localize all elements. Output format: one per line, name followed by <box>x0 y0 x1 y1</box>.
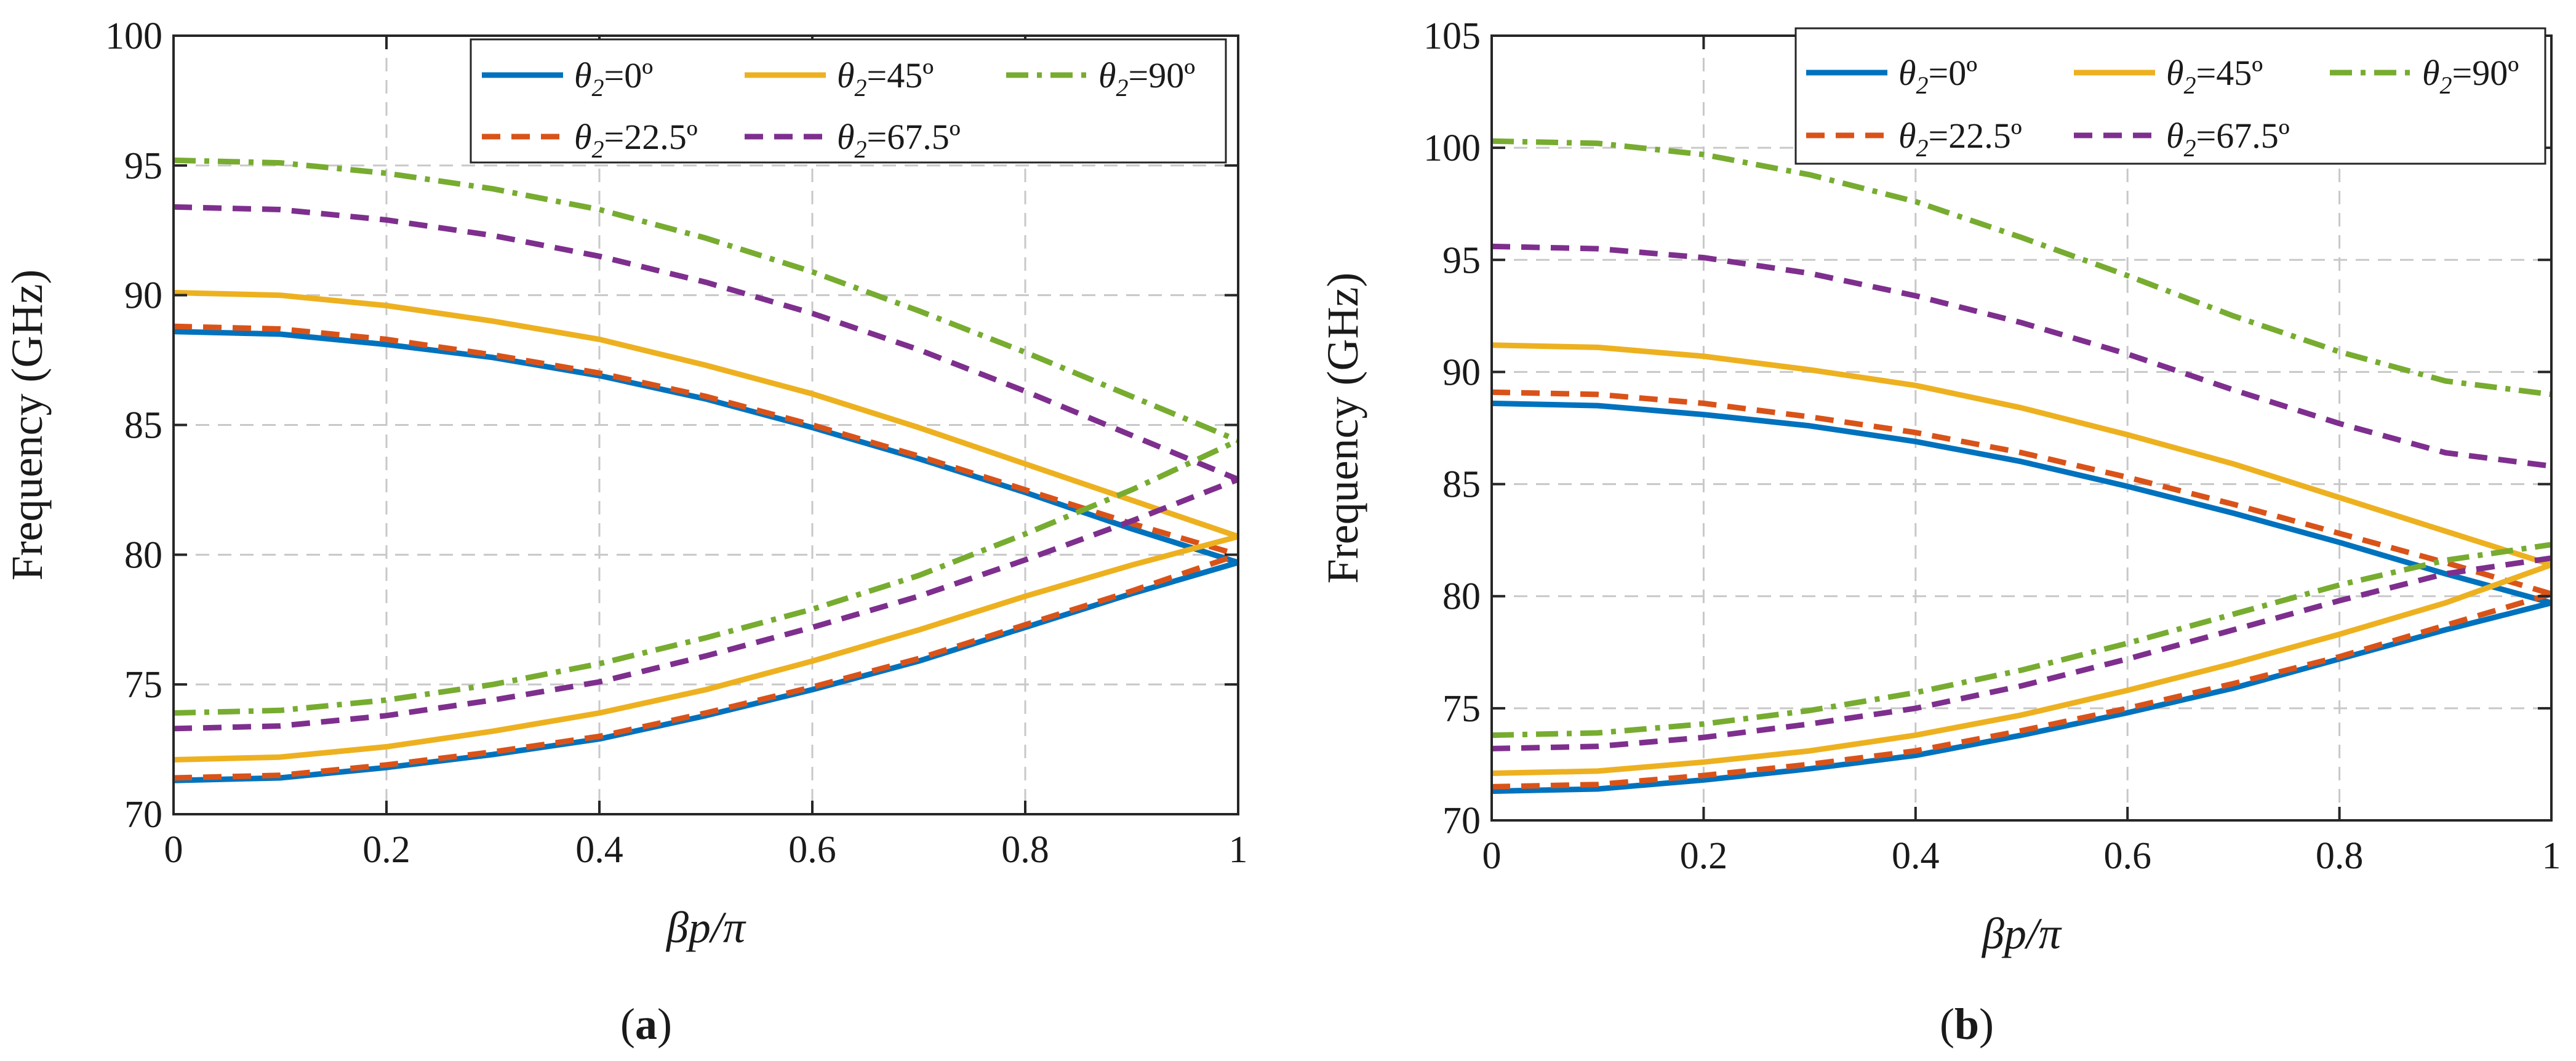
series-line-0-upper <box>1491 400 2553 606</box>
legend-box <box>470 38 1227 164</box>
x-tick-label: 0.6 <box>2103 835 2151 877</box>
y-axis-label: Frequency (GHz) <box>1318 273 1367 584</box>
legend-label: θ2=67.5º <box>837 117 961 163</box>
x-tick-label: 0.4 <box>575 829 623 871</box>
y-axis-label: Frequency (GHz) <box>2 270 52 581</box>
series-line-90-lower <box>1491 542 2552 739</box>
x-axis-label: βp/π <box>1981 909 2062 958</box>
y-tick-label: 80 <box>124 534 162 576</box>
legend-item: θ2=45º <box>745 55 934 102</box>
series-line-90-lower <box>173 438 1239 716</box>
legend-item: θ2=67.5º <box>2074 116 2290 162</box>
x-tick-label: 0.4 <box>1892 835 1940 877</box>
y-tick-label: 100 <box>105 15 162 57</box>
x-tick-label: 0.8 <box>2316 835 2364 877</box>
y-tick-label: 95 <box>124 145 162 187</box>
chart-panel-a: 0 0.2 0.4 0.6 0.8 1 70 75 80 85 90 95 100 βp/π Frequen… <box>2 15 1248 1049</box>
x-axis-label: βp/π <box>665 903 746 952</box>
legend-item: θ2=45º <box>2074 53 2263 99</box>
legend-label: θ2=22.5º <box>574 117 698 163</box>
legend-item: θ2=90º <box>1006 55 1195 102</box>
series-line-22.5-upper <box>1491 389 2553 597</box>
y-tick-label: 80 <box>1442 576 1481 618</box>
legend: θ2=0º θ2=45º θ2=90º θ2=22.5º θ2=67.5º <box>1794 27 2546 165</box>
series-line-45-upper <box>1491 342 2553 567</box>
series-line-22.5-lower <box>1491 591 2553 790</box>
legend-item: θ2=0º <box>482 55 653 102</box>
x-tick-label: 0 <box>164 829 183 871</box>
legend-label: θ2=0º <box>574 55 653 102</box>
legend-label: θ2=0º <box>1898 53 1977 99</box>
y-tick-label: 100 <box>1423 127 1481 169</box>
y-tick-label: 70 <box>1442 800 1481 842</box>
x-tick-label: 1 <box>2542 835 2561 877</box>
x-tick-label: 1 <box>1229 829 1248 871</box>
series-line-0-lower <box>173 559 1239 783</box>
series-line-45-upper <box>173 290 1239 540</box>
y-tick-label: 90 <box>124 275 162 317</box>
x-tick-label: 0.6 <box>788 829 836 871</box>
series-line-67.5-upper <box>1491 243 2552 469</box>
y-tick-label: 85 <box>1442 464 1481 506</box>
legend-item: θ2=22.5º <box>1806 116 2022 162</box>
legend-label: θ2=67.5º <box>2166 116 2290 162</box>
panel-caption: (b) <box>1940 999 1994 1049</box>
legend-label: θ2=45º <box>837 55 934 102</box>
legend-item: θ2=90º <box>2330 53 2519 99</box>
y-tick-label: 75 <box>1442 688 1481 730</box>
y-tick-label: 95 <box>1442 239 1481 281</box>
y-tick-label: 75 <box>124 664 162 706</box>
y-tick-label: 85 <box>124 405 162 447</box>
series-line-22.5-lower <box>173 552 1239 781</box>
x-tick-label: 0.2 <box>1680 835 1728 877</box>
legend-label: θ2=22.5º <box>1898 116 2022 162</box>
series-line-45-lower <box>173 534 1239 763</box>
legend-label: θ2=90º <box>2422 53 2519 99</box>
panel-caption: (a) <box>620 999 672 1049</box>
series-line-67.5-lower <box>173 476 1239 732</box>
x-tick-label: 0 <box>1482 835 1502 877</box>
y-tick-label: 90 <box>1442 351 1481 393</box>
chart-panel-b: 0 0.2 0.4 0.6 0.8 1 70 75 80 85 90 95 100 105 βp/π Freq… <box>1318 15 2561 1049</box>
series-line-0-lower <box>1491 600 2553 795</box>
legend-item: θ2=67.5º <box>745 117 961 163</box>
series-line-90-upper <box>173 157 1239 443</box>
series-line-67.5-lower <box>1491 555 2552 751</box>
x-tick-label: 0.8 <box>1001 829 1049 871</box>
legend-item: θ2=0º <box>1806 53 1977 99</box>
y-tick-label: 70 <box>124 794 162 836</box>
legend: θ2=0º θ2=45º θ2=90º θ2=22.5º θ2=67.5º <box>470 38 1227 164</box>
legend-item: θ2=22.5º <box>482 117 698 163</box>
legend-label: θ2=45º <box>2166 53 2263 99</box>
y-tick-label: 105 <box>1423 15 1481 57</box>
x-tick-label: 0.2 <box>362 829 410 871</box>
series-line-90-upper <box>1491 138 2552 398</box>
series-line-45-lower <box>1491 562 2553 776</box>
series-line-22.5-upper <box>173 323 1239 558</box>
legend-label: θ2=90º <box>1098 55 1195 102</box>
legend-box <box>1794 27 2546 165</box>
series-line-67.5-upper <box>173 204 1239 482</box>
